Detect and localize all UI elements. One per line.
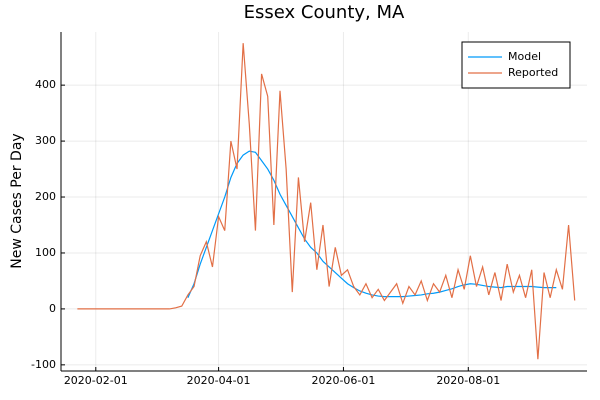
legend-box bbox=[461, 41, 571, 89]
legend-label: Model bbox=[508, 50, 541, 63]
legend-label: Reported bbox=[508, 66, 558, 79]
x-tick-label: 2020-06-01 bbox=[311, 374, 375, 387]
y-tick-label: 300 bbox=[35, 134, 56, 147]
y-tick-label: 400 bbox=[35, 78, 56, 91]
y-tick-label: 200 bbox=[35, 190, 56, 203]
legend: Model Reported bbox=[461, 41, 571, 89]
chart-title: Essex County, MA bbox=[244, 2, 405, 23]
x-tick-label: 2020-08-01 bbox=[436, 374, 500, 387]
x-tick-label: 2020-02-01 bbox=[64, 374, 128, 387]
y-tick-label: 100 bbox=[35, 246, 56, 259]
x-tick-label: 2020-04-01 bbox=[187, 374, 251, 387]
y-tick-label: -100 bbox=[31, 358, 56, 371]
series-line bbox=[187, 150, 557, 298]
series-line bbox=[77, 43, 576, 360]
y-axis-label: New Cases Per Day bbox=[9, 133, 25, 268]
y-tick-label: 0 bbox=[49, 302, 56, 315]
